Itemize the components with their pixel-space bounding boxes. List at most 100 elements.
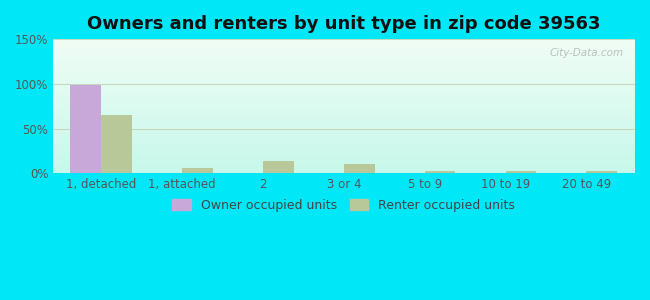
Bar (53, 41, 635, 42)
Bar (53, 93, 635, 94)
Bar (53, 145, 635, 146)
Bar (53, 90, 635, 91)
Bar (53, 163, 635, 164)
Bar (53, 125, 635, 126)
Bar (344, 164, 374, 173)
Bar (53, 159, 635, 160)
Bar (263, 161, 294, 173)
Bar (53, 69, 635, 70)
Bar (53, 169, 635, 170)
Bar (53, 120, 635, 121)
Bar (53, 164, 635, 165)
Bar (53, 130, 635, 131)
Bar (53, 156, 635, 157)
Bar (53, 64, 635, 65)
Bar (586, 171, 618, 173)
Bar (53, 122, 635, 123)
Bar (53, 53, 635, 54)
Bar (53, 81, 635, 82)
Bar (53, 102, 635, 103)
Bar (53, 137, 635, 138)
Bar (53, 134, 635, 135)
Bar (53, 127, 635, 128)
Bar (506, 171, 536, 173)
Bar (53, 105, 635, 106)
Bar (53, 86, 635, 87)
Bar (53, 88, 635, 89)
Bar (53, 165, 635, 166)
Bar (53, 43, 635, 44)
Bar (53, 70, 635, 71)
Bar (53, 139, 635, 140)
Bar (53, 100, 635, 101)
Bar (53, 104, 635, 105)
Bar (70, 85, 101, 173)
Bar (53, 46, 635, 47)
Bar (53, 160, 635, 161)
Bar (53, 101, 635, 102)
Bar (53, 166, 635, 167)
Bar (53, 162, 635, 163)
Bar (53, 58, 635, 59)
Bar (53, 91, 635, 92)
Bar (53, 48, 635, 49)
Bar (53, 72, 635, 73)
Bar (53, 151, 635, 152)
Bar (53, 172, 635, 173)
Bar (53, 141, 635, 142)
Bar (53, 94, 635, 95)
Text: City-Data.com: City-Data.com (549, 48, 623, 58)
Bar (53, 157, 635, 158)
Bar (53, 84, 635, 85)
Bar (424, 171, 456, 173)
Bar (53, 126, 635, 127)
Bar (53, 51, 635, 52)
Bar (53, 153, 635, 154)
Bar (53, 158, 635, 159)
Bar (53, 116, 635, 117)
Bar (53, 54, 635, 55)
Bar (53, 85, 635, 86)
Bar (53, 170, 635, 171)
Bar (53, 112, 635, 113)
Bar (53, 106, 635, 107)
Bar (53, 114, 635, 115)
Bar (53, 140, 635, 141)
Bar (53, 67, 635, 68)
Bar (53, 121, 635, 122)
Bar (53, 68, 635, 69)
Bar (53, 83, 635, 84)
Bar (53, 147, 635, 148)
Bar (53, 96, 635, 97)
Bar (53, 42, 635, 43)
Bar (53, 82, 635, 83)
Bar (53, 149, 635, 150)
Bar (53, 115, 635, 116)
Bar (101, 115, 132, 173)
Bar (53, 52, 635, 53)
Bar (53, 152, 635, 153)
Bar (53, 59, 635, 60)
Bar (53, 77, 635, 78)
Bar (53, 65, 635, 66)
Bar (53, 44, 635, 45)
Bar (53, 62, 635, 63)
Bar (53, 117, 635, 118)
Title: Owners and renters by unit type in zip code 39563: Owners and renters by unit type in zip c… (87, 15, 601, 33)
Bar (53, 150, 635, 151)
Bar (53, 49, 635, 50)
Bar (53, 168, 635, 169)
Bar (53, 45, 635, 46)
Bar (53, 111, 635, 112)
Bar (53, 78, 635, 79)
Bar (53, 131, 635, 132)
Bar (53, 63, 635, 64)
Bar (53, 171, 635, 172)
Bar (53, 155, 635, 156)
Bar (53, 61, 635, 62)
Bar (53, 129, 635, 130)
Bar (53, 108, 635, 109)
Bar (53, 95, 635, 96)
Bar (53, 148, 635, 149)
Bar (53, 73, 635, 74)
